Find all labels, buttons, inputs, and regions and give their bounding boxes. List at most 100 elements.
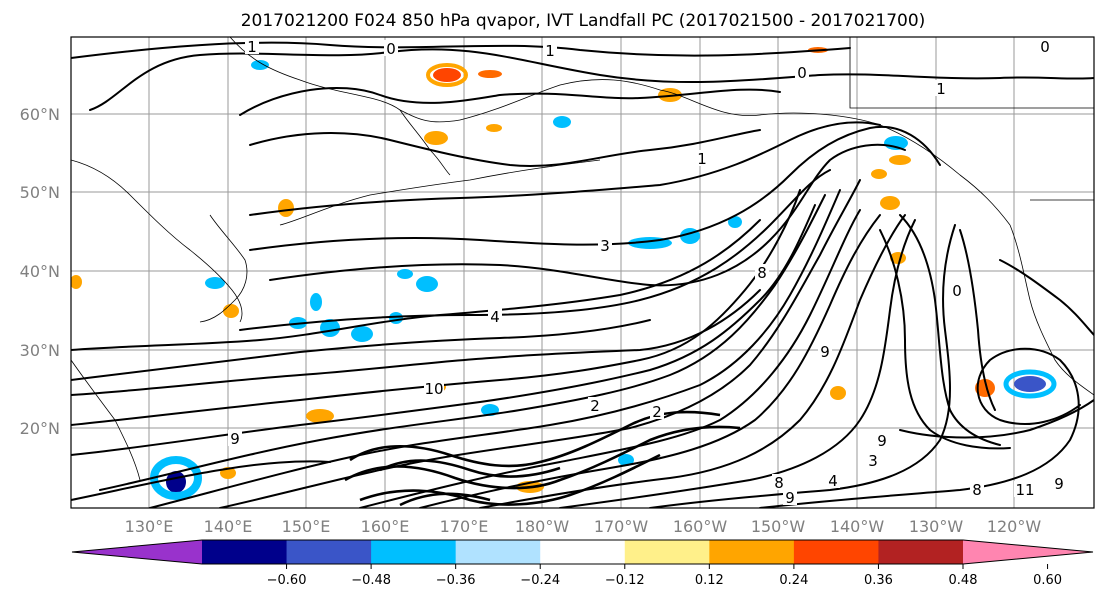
- contour-line: [359, 453, 661, 506]
- contour-label: 2: [590, 397, 600, 415]
- contour-line: [89, 48, 1094, 111]
- colorbar-segment: [624, 540, 710, 564]
- contour-line: [239, 86, 781, 116]
- contour-label: 0: [1040, 38, 1050, 56]
- contour-label: 1: [545, 42, 555, 60]
- positive-anomaly-patch: [306, 409, 334, 423]
- lat-label: 60°N: [20, 105, 60, 124]
- map-background: [71, 37, 1094, 508]
- colorbar-tick-label: −0.60: [267, 573, 307, 588]
- negative-anomaly-patch: [251, 60, 269, 70]
- lon-label: 130°W: [909, 517, 964, 536]
- coastline-japan: [199, 214, 248, 323]
- contour-line: [419, 214, 881, 508]
- positive-anomaly-patch: [880, 196, 900, 210]
- colorbar-segment: [202, 540, 288, 564]
- colorbar-tick-label: 0.12: [695, 573, 724, 588]
- positive-anomaly-patch: [486, 124, 502, 132]
- contour-label: 0: [797, 64, 807, 82]
- contour-line: [269, 143, 906, 287]
- colorbar-segment: [455, 540, 541, 564]
- contour-line: [379, 459, 561, 478]
- map-frame: [70, 36, 1095, 509]
- contour-label: 9: [785, 489, 795, 507]
- lat-label: 30°N: [20, 341, 60, 360]
- contour-line: [559, 219, 916, 508]
- contour-line: [879, 229, 1011, 450]
- lon-label: 140°E: [204, 517, 253, 536]
- contour-line: [759, 347, 1081, 508]
- colorbar-segment: [878, 540, 964, 564]
- contour-label: 9: [877, 432, 887, 450]
- contour-label: 9: [820, 343, 830, 361]
- lat-label: 50°N: [20, 183, 60, 202]
- ivt-contours: [71, 41, 1094, 508]
- positive-anomaly-patch: [424, 131, 448, 145]
- contour-line: [899, 399, 1094, 439]
- positive-anomaly-patch: [830, 386, 846, 400]
- lon-label: 160°E: [361, 517, 410, 536]
- coastline-na-west: [1009, 224, 1094, 396]
- negative-anomaly-patch: [1014, 376, 1046, 392]
- contour-line: [649, 224, 956, 508]
- contour-label: 8: [774, 474, 784, 492]
- lon-label: 150°E: [282, 517, 331, 536]
- negative-anomaly-patch: [397, 269, 413, 279]
- contour-line: [344, 425, 741, 490]
- contour-label: 9: [1054, 475, 1064, 493]
- latitude-labels: 60°N 50°N 40°N 30°N 20°N: [20, 105, 60, 438]
- contour-line: [71, 319, 651, 381]
- contour-line: [249, 129, 761, 167]
- lon-label: 170°E: [440, 517, 489, 536]
- colorbar-tick-label: 0.60: [1033, 573, 1062, 588]
- contour-label: 8: [972, 481, 982, 499]
- contour-line: [249, 125, 941, 251]
- colorbar-tick-label: −0.48: [351, 573, 391, 588]
- lat-label: 40°N: [20, 262, 60, 281]
- coastline-alaska: [459, 79, 1011, 226]
- colorbar-segment: [709, 540, 795, 564]
- colorbar-tick-label: 0.48: [949, 573, 978, 588]
- colorbar-tick-label: −0.12: [605, 573, 645, 588]
- coastline-aleutians: [279, 159, 601, 226]
- colorbar-outline: [71, 539, 1094, 565]
- contour-label: 2: [652, 403, 662, 421]
- border-canada-alaska: [849, 37, 1094, 109]
- colorbar-tick-label: −0.36: [436, 573, 476, 588]
- negative-anomaly-patch: [416, 276, 438, 292]
- contour-line: [99, 194, 826, 491]
- coastline-siberia: [229, 37, 461, 123]
- contour-label: 11: [1015, 481, 1034, 499]
- colorbar-segment: [540, 540, 626, 564]
- positive-anomaly-patch: [223, 304, 239, 318]
- contour-line: [71, 189, 801, 426]
- contour-label: 4: [490, 308, 500, 326]
- contour-line: [71, 219, 761, 351]
- negative-anomaly-patch: [310, 293, 322, 311]
- negative-anomaly-patch: [389, 312, 403, 324]
- contour-label: 0: [386, 40, 396, 58]
- contour-line: [149, 189, 841, 508]
- contour-line: [959, 229, 996, 411]
- contour-line: [399, 492, 491, 507]
- contour-label: 1: [697, 150, 707, 168]
- map-title: 2017021200 F024 850 hPa qvapor, IVT Land…: [241, 11, 926, 31]
- colorbar: −0.60 −0.48 −0.36 −0.24 −0.12 0.12 0.24 0.36 0.4…: [71, 539, 1094, 588]
- contour-line: [219, 179, 861, 508]
- contour-line: [71, 289, 761, 396]
- colorbar-segment: [793, 540, 879, 564]
- colorbar-tick-label: 0.36: [864, 573, 893, 588]
- contour-label: 4: [828, 472, 838, 490]
- lon-label: 170°W: [594, 517, 649, 536]
- contour-label: 0: [952, 282, 962, 300]
- contour-line: [899, 214, 1001, 446]
- contour-label: 9: [230, 430, 240, 448]
- positive-anomaly-patch: [478, 70, 502, 78]
- lon-label: 120°W: [987, 517, 1042, 536]
- contour-label: 3: [600, 237, 610, 255]
- colorbar-tick-label: 0.24: [779, 573, 808, 588]
- contour-line: [71, 41, 851, 59]
- colorbar-segment: [286, 540, 372, 564]
- negative-anomaly-patch: [205, 277, 225, 289]
